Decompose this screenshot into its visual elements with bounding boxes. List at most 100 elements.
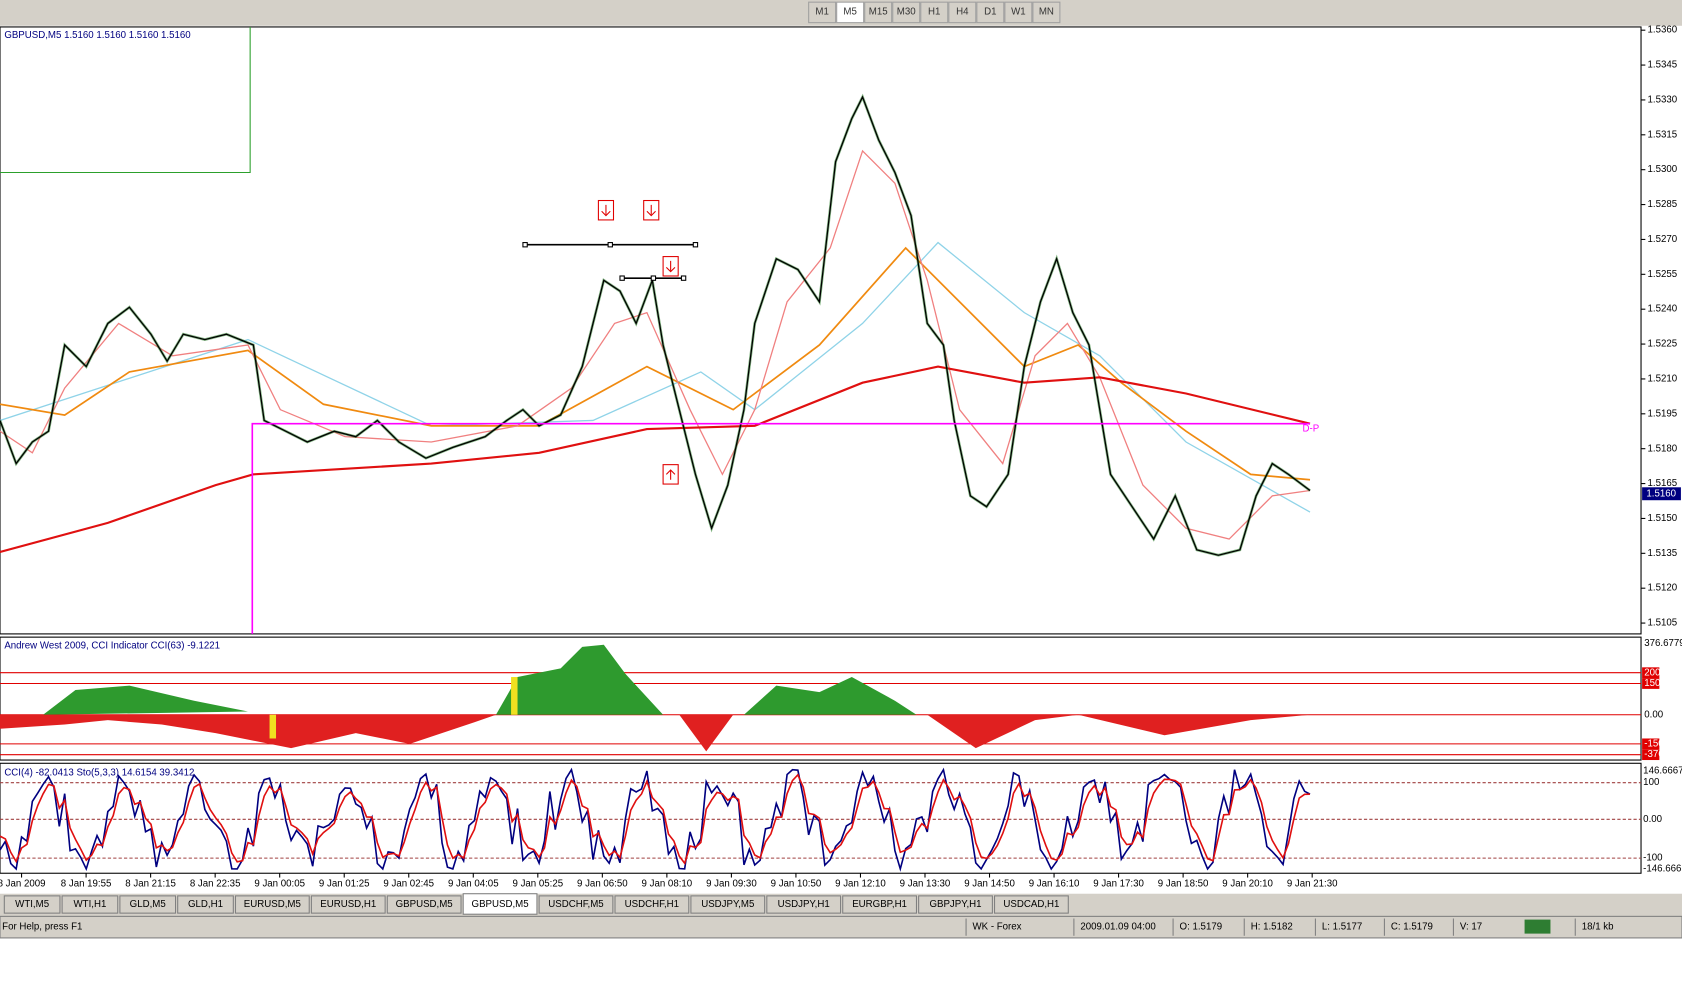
price-tick-label: 1.5135 xyxy=(1647,548,1677,559)
time-tick-label: 9 Jan 04:05 xyxy=(448,879,499,890)
price-tick-label: 1.5180 xyxy=(1647,443,1677,454)
time-tick-label: 9 Jan 12:10 xyxy=(835,879,886,890)
tab-label[interactable]: GBPJPY,H1 xyxy=(929,899,981,910)
timeframe-button[interactable] xyxy=(836,1,865,24)
box-line xyxy=(0,26,251,174)
timeframe-button[interactable] xyxy=(920,1,949,24)
timeframe-button[interactable] xyxy=(1004,1,1033,24)
time-tick-label: 9 Jan 14:50 xyxy=(964,879,1015,890)
tab-label[interactable]: USDCAD,H1 xyxy=(1003,899,1059,910)
tab[interactable] xyxy=(462,893,538,915)
cci-levels xyxy=(0,672,1642,756)
tab[interactable] xyxy=(993,895,1069,914)
connection-indicator xyxy=(1524,919,1551,934)
timeframe-label[interactable]: M30 xyxy=(897,6,916,17)
timeframe-label[interactable]: H4 xyxy=(956,6,969,17)
price-tick-label: 1.5255 xyxy=(1647,269,1677,280)
timeframe-button[interactable] xyxy=(976,1,1005,24)
tab[interactable] xyxy=(119,895,177,914)
cci-axis-label: -150 xyxy=(1644,738,1664,749)
timeframe-button[interactable] xyxy=(1032,1,1061,24)
time-tick-label: 8 Jan 22:35 xyxy=(190,879,241,890)
cci-axis-label: 0.00 xyxy=(1644,709,1663,720)
tab[interactable] xyxy=(386,895,462,914)
cci-level-box xyxy=(1642,678,1660,689)
stoch-axis-label: 146.6667 xyxy=(1643,765,1682,776)
timeframe-label[interactable]: M15 xyxy=(869,6,888,17)
timeframe-label[interactable]: W1 xyxy=(1011,6,1026,17)
price-tick-label: 1.5330 xyxy=(1647,95,1677,106)
tab-label[interactable]: EURGBP,H1 xyxy=(852,899,907,910)
timeframe-label[interactable]: M5 xyxy=(843,6,856,17)
tab-label[interactable]: USDCHF,M5 xyxy=(548,899,603,910)
cci-label: Andrew West 2009, CCI Indicator CCI(63) … xyxy=(4,640,220,651)
cci-histogram-up xyxy=(43,644,917,715)
tab-label[interactable]: USDCHF,H1 xyxy=(625,899,679,910)
ma-line xyxy=(0,246,1311,481)
tab[interactable] xyxy=(766,895,842,914)
price-tick-label: 1.5300 xyxy=(1647,164,1677,175)
tab[interactable] xyxy=(177,895,234,914)
time-tick-label: 9 Jan 02:45 xyxy=(383,879,434,890)
tab[interactable] xyxy=(234,895,310,914)
stoch-levels xyxy=(0,782,1642,859)
tab-label[interactable]: GLD,M5 xyxy=(130,899,166,910)
tab-label[interactable]: GBPUSD,M5 xyxy=(396,899,453,910)
tab-label[interactable]: WTI,H1 xyxy=(74,899,107,910)
time-tick-label: 8 Jan 19:55 xyxy=(61,879,112,890)
cci-axis-label: -376.673 xyxy=(1644,749,1682,760)
price-tick-label: 1.5150 xyxy=(1647,513,1677,524)
cci-axis-label: 376.6779 xyxy=(1644,638,1682,649)
tab[interactable] xyxy=(538,895,614,914)
tab[interactable] xyxy=(690,895,766,914)
tab[interactable] xyxy=(61,895,119,914)
time-tick-label: 9 Jan 18:50 xyxy=(1158,879,1209,890)
price-tick-label: 1.5285 xyxy=(1647,199,1677,210)
timeframe-label[interactable]: H1 xyxy=(928,6,940,17)
time-tick-label: 8 Jan 21:15 xyxy=(125,879,176,890)
status-text: L: 1.5177 xyxy=(1322,922,1362,933)
tab[interactable] xyxy=(842,895,918,914)
timeframe-button[interactable] xyxy=(948,1,977,24)
current-price: 1.5160 xyxy=(1646,488,1676,499)
price-tick-label: 1.5120 xyxy=(1647,583,1677,594)
status-text: 2009.01.09 04:00 xyxy=(1080,922,1156,933)
tab-label[interactable]: USDJPY,H1 xyxy=(778,899,830,910)
trend-handles xyxy=(522,242,699,281)
status-text: O: 1.5179 xyxy=(1180,922,1223,933)
timeframe-button[interactable] xyxy=(808,1,837,24)
tab-label[interactable]: EURUSD,M5 xyxy=(244,899,301,910)
tab[interactable] xyxy=(310,895,386,914)
timeframe-button[interactable] xyxy=(892,1,921,24)
price-tick-label: 1.5210 xyxy=(1647,374,1677,385)
timeframe-label[interactable]: M1 xyxy=(815,6,828,17)
tab-label[interactable]: GLD,H1 xyxy=(188,899,223,910)
cci-histogram-warn xyxy=(269,714,277,739)
stoch-axis-label: 100 xyxy=(1643,777,1660,788)
ma-line xyxy=(0,365,1311,554)
price-tick-label: 1.5240 xyxy=(1647,304,1677,315)
time-tick-label: 9 Jan 17:30 xyxy=(1093,879,1144,890)
tab-label[interactable]: USDJPY,M5 xyxy=(701,899,754,910)
price-tick-label: 1.5165 xyxy=(1647,478,1677,489)
tab-label[interactable]: WTI,M5 xyxy=(15,899,49,910)
stoch-line xyxy=(0,767,1311,872)
timeframe-button[interactable] xyxy=(864,1,893,24)
stoch-frame xyxy=(0,762,1642,874)
tab[interactable] xyxy=(614,895,690,914)
time-tick-label: 9 Jan 09:30 xyxy=(706,879,757,890)
timeframe-label[interactable]: MN xyxy=(1039,6,1054,17)
status-text: 18/1 kb xyxy=(1582,922,1614,933)
ma-line xyxy=(0,241,1311,513)
tab-label[interactable]: EURUSD,H1 xyxy=(320,899,376,910)
time-tick-label: 8 Jan 2009 xyxy=(0,879,46,890)
tab[interactable] xyxy=(918,895,993,914)
tab-label[interactable]: GBPUSD,M5 xyxy=(472,899,529,910)
current-price-box xyxy=(1642,487,1681,501)
tab[interactable] xyxy=(3,895,61,914)
price-tick-label: 1.5345 xyxy=(1647,60,1677,71)
price-tick-label: 1.5315 xyxy=(1647,129,1677,140)
cci-axis-label: 150 xyxy=(1644,678,1661,689)
timeframe-label[interactable]: D1 xyxy=(984,6,996,17)
